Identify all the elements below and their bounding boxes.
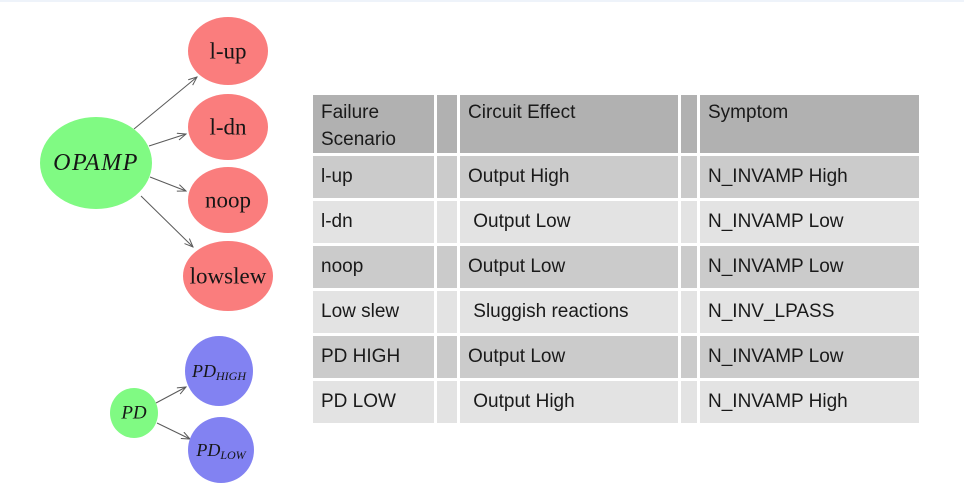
edge-opamp-ldn	[148, 134, 186, 147]
table-row: PD HIGH Output Low N_INVAMP Low	[313, 336, 919, 379]
cell-symptom: N_INVAMP Low	[700, 246, 919, 289]
cell-symptom: N_INVAMP Low	[700, 336, 919, 379]
node-lowslew	[183, 241, 273, 311]
edge-pd-pdhigh	[155, 387, 186, 404]
header-circuit-effect: Circuit Effect	[460, 95, 678, 154]
node-noop	[188, 167, 268, 233]
cell-symptom: N_INVAMP High	[700, 156, 919, 199]
cell-effect: Output Low	[460, 201, 678, 244]
cell-symptom: N_INVAMP Low	[700, 201, 919, 244]
node-ldn	[188, 94, 268, 160]
cell-scenario: noop	[313, 246, 434, 289]
pdhigh-subscript: HIGH	[215, 369, 247, 383]
cell-scenario: PD LOW	[313, 381, 434, 424]
pdlow-subscript: LOW	[219, 448, 246, 462]
header-symptom: Symptom	[700, 95, 919, 154]
cell-spacer	[437, 201, 457, 244]
cell-spacer	[681, 381, 697, 424]
table-header-row: Failure Scenario Circuit Effect Symptom	[313, 95, 919, 154]
table-row: Low slew Sluggish reactions N_INV_LPASS	[313, 291, 919, 334]
node-lup	[188, 17, 268, 85]
pdhigh-main: PD	[191, 361, 216, 381]
table-row: l-dn Output Low N_INVAMP Low	[313, 201, 919, 244]
cell-effect: Output High	[460, 156, 678, 199]
edge-opamp-lowslew	[140, 195, 193, 247]
node-label-lup: l-up	[209, 39, 246, 64]
node-label-opamp: OPAMP	[53, 150, 139, 176]
node-label-pdhigh: PDHIGH	[191, 361, 247, 383]
node-label-ldn: l-dn	[209, 115, 247, 140]
pdlow-main: PD	[195, 440, 220, 460]
header-spacer-1	[437, 95, 457, 154]
cell-spacer	[437, 291, 457, 334]
fault-tree-diagram: OPAMP l-up l-dn noop lowslew PD PDHIGH P…	[40, 17, 273, 483]
cell-spacer	[681, 246, 697, 289]
node-label-lowslew: lowslew	[190, 264, 267, 289]
cell-spacer	[681, 156, 697, 199]
node-label-pd: PD	[120, 403, 147, 424]
cell-spacer	[681, 336, 697, 379]
table-row: PD LOW Output High N_INVAMP High	[313, 381, 919, 424]
cell-effect: Output Low	[460, 246, 678, 289]
node-pdhigh	[185, 336, 253, 406]
edge-opamp-lup	[133, 77, 197, 130]
cell-symptom: N_INVAMP High	[700, 381, 919, 424]
header-spacer-2	[681, 95, 697, 154]
cell-effect: Output High	[460, 381, 678, 424]
table-row: noop Output Low N_INVAMP Low	[313, 246, 919, 289]
cell-spacer	[681, 291, 697, 334]
slide-top-edge	[0, 0, 964, 2]
node-label-pdlow: PDLOW	[195, 440, 246, 462]
cell-scenario: l-up	[313, 156, 434, 199]
header-failure-scenario: Failure Scenario	[313, 95, 434, 154]
cell-scenario: Low slew	[313, 291, 434, 334]
cell-symptom: N_INV_LPASS	[700, 291, 919, 334]
node-label-noop: noop	[205, 188, 251, 213]
table-row: l-up Output High N_INVAMP High	[313, 156, 919, 199]
node-pdlow	[188, 417, 254, 483]
cell-effect: Sluggish reactions	[460, 291, 678, 334]
node-opamp	[40, 117, 152, 209]
cell-spacer	[437, 336, 457, 379]
cell-spacer	[437, 246, 457, 289]
failure-scenario-table: Failure Scenario Circuit Effect Symptom …	[310, 92, 922, 426]
cell-scenario: l-dn	[313, 201, 434, 244]
cell-effect: Output Low	[460, 336, 678, 379]
node-pd	[110, 388, 158, 438]
cell-spacer	[437, 381, 457, 424]
cell-scenario: PD HIGH	[313, 336, 434, 379]
cell-spacer	[681, 201, 697, 244]
cell-spacer	[437, 156, 457, 199]
edge-opamp-noop	[149, 176, 186, 191]
edge-pd-pdlow	[156, 422, 190, 439]
